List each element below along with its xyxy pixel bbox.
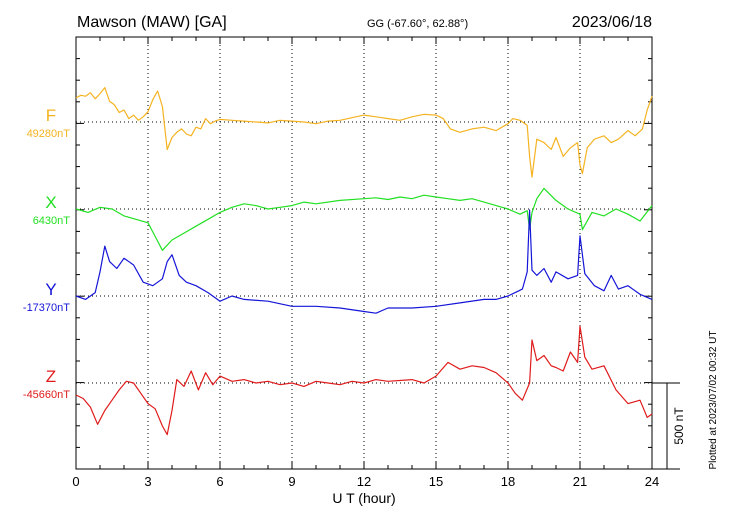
x-tick-label: 3: [144, 474, 151, 489]
x-tick-label: 15: [429, 474, 443, 489]
x-tick-label: 24: [645, 474, 659, 489]
scale-bar-label: 500 nT: [672, 407, 686, 445]
series-line-f: [75, 86, 653, 178]
x-axis-ticks: 0 3 6 9 12 15 18 21 24: [72, 37, 659, 489]
x-tick-label: 12: [357, 474, 371, 489]
series-name-x: X: [45, 193, 56, 212]
series-baseline-x: 6430nT: [33, 215, 71, 227]
x-tick-label: 21: [573, 474, 587, 489]
station-title: Mawson (MAW) [GA]: [77, 14, 227, 31]
x-axis-title: U T (hour): [332, 490, 395, 506]
series-labels: F 49280nT X 6430nT Y -17370nT Z -45660nT: [23, 106, 70, 401]
series-lines: [75, 86, 653, 436]
x-tick-label: 9: [288, 474, 295, 489]
series-name-y: Y: [45, 280, 56, 299]
series-line-z: [75, 325, 653, 436]
series-baseline-z: -45660nT: [23, 389, 70, 401]
date-label: 2023/06/18: [572, 14, 652, 31]
series-baseline-f: 49280nT: [27, 128, 71, 140]
x-tick-label: 6: [216, 474, 223, 489]
x-tick-label: 0: [72, 474, 79, 489]
vertical-gridlines: [147, 37, 581, 469]
series-name-z: Z: [46, 367, 56, 386]
plotted-timestamp: Plotted at 2023/07/02 00:32 UT: [708, 331, 719, 470]
series-line-x: [75, 187, 653, 251]
scale-bar: 500 nT: [652, 382, 686, 470]
series-line-y: [75, 209, 653, 314]
series-name-f: F: [46, 106, 56, 125]
coordinates-label: GG (-67.60°, 62.88°): [367, 18, 468, 30]
x-tick-label: 18: [501, 474, 515, 489]
series-baseline-y: -17370nT: [23, 302, 70, 314]
